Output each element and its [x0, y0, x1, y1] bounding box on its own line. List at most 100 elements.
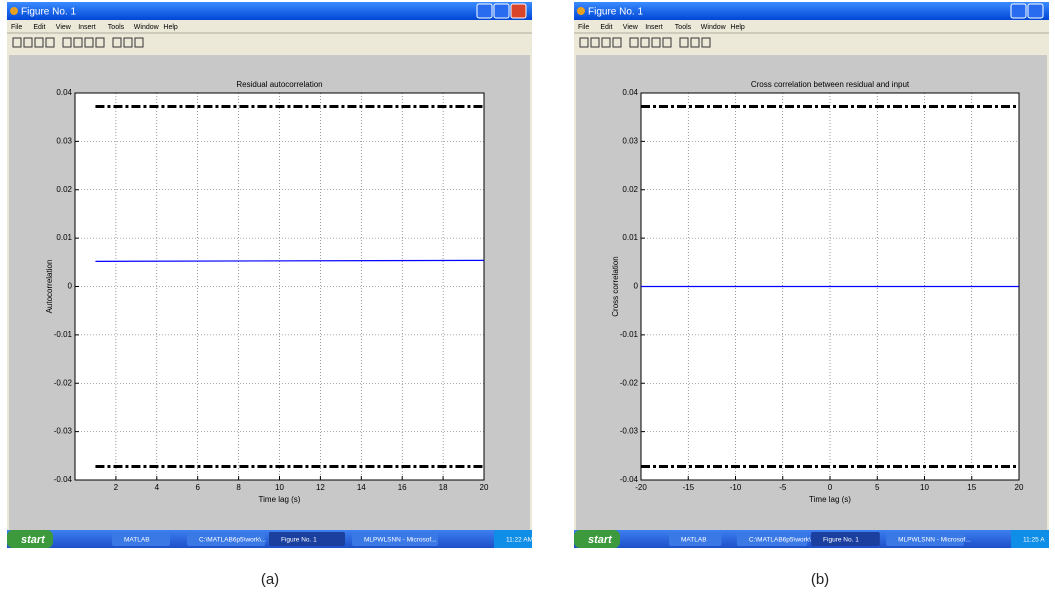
x-axis-label: Time lag (s): [259, 495, 301, 504]
y-tick-label: 0.03: [56, 136, 72, 145]
taskbar-item-label[interactable]: Figure No. 1: [823, 537, 859, 544]
taskbar-item-label[interactable]: MLPWLSNN - Microsof...: [364, 537, 437, 544]
chart-title: Cross correlation between residual and i…: [751, 80, 910, 89]
taskbar-item[interactable]: [669, 532, 722, 546]
x-tick-label: 2: [114, 483, 119, 492]
menu-item[interactable]: Insert: [78, 24, 96, 31]
start-label[interactable]: start: [588, 534, 613, 546]
app-icon: [10, 7, 18, 15]
y-tick-label: -0.01: [54, 330, 73, 339]
taskbar-item[interactable]: [352, 532, 438, 546]
minimize-button[interactable]: [476, 3, 493, 19]
toolbar-zoom-in[interactable]: [112, 37, 122, 48]
tray: [1011, 530, 1049, 548]
toolbar-text[interactable]: [640, 37, 650, 48]
menu-item[interactable]: Tools: [675, 24, 692, 31]
chart: 2 4 6 8 10 12 14 16 18 20 -0.04 -0.03 -0.02 -0.01 0 0.0…: [45, 80, 489, 504]
toolbar-arrow[interactable]: [629, 37, 639, 48]
x-tick-label: 0: [828, 483, 833, 492]
taskbar-item-label[interactable]: MATLAB: [124, 537, 150, 544]
title-bar: [7, 2, 532, 20]
maximize-button[interactable]: [493, 3, 510, 19]
app-icon: [577, 7, 585, 15]
menu-item[interactable]: Edit: [600, 24, 612, 31]
minimize-button[interactable]: [1010, 3, 1027, 19]
title-bar: [574, 2, 1049, 20]
toolbar-rotate[interactable]: [134, 37, 144, 48]
x-tick-label: 10: [920, 483, 929, 492]
y-tick-label: -0.03: [620, 427, 639, 436]
x-tick-label: -20: [635, 483, 647, 492]
taskbar-item[interactable]: [736, 532, 808, 546]
toolbar-print[interactable]: [612, 37, 622, 48]
toolbar-arrow-line[interactable]: [84, 37, 94, 48]
x-tick-label: 8: [236, 483, 241, 492]
menu-item[interactable]: Help: [730, 24, 745, 31]
caption: (b): [811, 571, 829, 588]
y-axis-label: Autocorrelation: [45, 260, 54, 314]
taskbar-item-label[interactable]: C:\MATLAB6p5\work\...: [749, 537, 817, 544]
toolbar-zoom-out[interactable]: [690, 37, 700, 48]
y-tick-label: -0.03: [54, 427, 73, 436]
toolbar-open[interactable]: [23, 37, 33, 48]
clock: 11:25 A: [1023, 537, 1045, 544]
menu-item[interactable]: File: [11, 24, 22, 31]
x-tick-label: 15: [967, 483, 976, 492]
toolbar-rotate[interactable]: [701, 37, 711, 48]
x-tick-label: 20: [480, 483, 489, 492]
window-title: Figure No. 1: [21, 7, 76, 18]
series-line: [95, 259, 485, 262]
toolbar-line[interactable]: [95, 37, 105, 48]
taskbar-item[interactable]: [811, 532, 880, 546]
toolbar-new[interactable]: [12, 37, 22, 48]
x-tick-label: -10: [730, 483, 742, 492]
start-label[interactable]: start: [21, 534, 46, 546]
taskbar-item[interactable]: [886, 532, 964, 546]
toolbar-new[interactable]: [579, 37, 589, 48]
taskbar-item-label[interactable]: C:\MATLAB6p5\work\...: [199, 537, 267, 544]
y-tick-label: 0.01: [56, 233, 72, 242]
close-button[interactable]: [510, 3, 527, 19]
y-tick-label: 0.04: [56, 88, 72, 97]
toolbar-line[interactable]: [662, 37, 672, 48]
toolbar-open[interactable]: [590, 37, 600, 48]
start-button[interactable]: [574, 530, 620, 548]
start-button[interactable]: [7, 530, 53, 548]
toolbar-print[interactable]: [45, 37, 55, 48]
menu-item[interactable]: Insert: [645, 24, 663, 31]
toolbar-arrow-line[interactable]: [651, 37, 661, 48]
taskbar-item[interactable]: [269, 532, 345, 546]
toolbar-arrow[interactable]: [62, 37, 72, 48]
y-axis-label: Cross correlation: [611, 256, 620, 316]
taskbar-item[interactable]: [187, 532, 265, 546]
maximize-button[interactable]: [1027, 3, 1044, 19]
menu-item[interactable]: Edit: [33, 24, 45, 31]
caption: (a): [261, 571, 279, 588]
tray: [494, 530, 532, 548]
y-tick-label: 0.02: [56, 185, 72, 194]
menu-item[interactable]: Help: [163, 24, 178, 31]
taskbar-item-label[interactable]: Figure No. 1: [281, 537, 317, 544]
menu-item[interactable]: File: [578, 24, 589, 31]
menu-item[interactable]: Tools: [108, 24, 125, 31]
menu-item[interactable]: View: [623, 24, 639, 31]
taskbar-item[interactable]: [112, 532, 170, 546]
taskbar-item-label[interactable]: MATLAB: [681, 537, 707, 544]
y-tick-label: -0.04: [54, 475, 73, 484]
x-tick-label: 18: [439, 483, 448, 492]
menu-item[interactable]: View: [56, 24, 72, 31]
taskbar-item-label[interactable]: MLPWLSNN - Microsof...: [898, 537, 971, 544]
y-tick-label: -0.04: [620, 475, 639, 484]
chart: -20 -15 -10 -5 0 5 10 15 20 -0.04 -0.03 -0.02 -0.01 0…: [611, 80, 1024, 504]
toolbar-text[interactable]: [73, 37, 83, 48]
menu-item[interactable]: Window: [701, 24, 727, 31]
x-tick-label: 5: [875, 483, 880, 492]
toolbar-zoom-out[interactable]: [123, 37, 133, 48]
x-tick-label: 16: [398, 483, 407, 492]
toolbar-save[interactable]: [34, 37, 44, 48]
toolbar-save[interactable]: [601, 37, 611, 48]
menu-item[interactable]: Window: [134, 24, 160, 31]
toolbar-zoom-in[interactable]: [679, 37, 689, 48]
x-tick-label: 6: [195, 483, 200, 492]
